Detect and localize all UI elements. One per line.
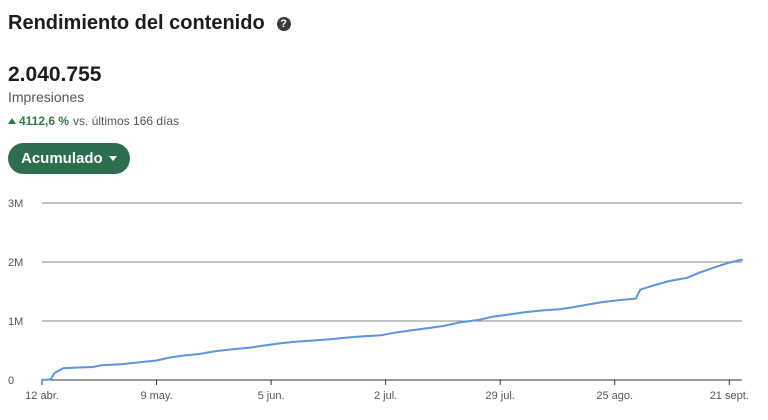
x-tick-label: 21 sept. — [710, 390, 749, 402]
section-title: Rendimiento del contenido — [8, 12, 265, 34]
accumulated-dropdown[interactable]: Acumulado — [8, 143, 130, 174]
change-value: 4112,6 % — [19, 114, 70, 128]
triangle-up-icon — [8, 118, 16, 124]
x-tick-label: 29 jul. — [486, 390, 515, 402]
section-header: Rendimiento del contenido ? — [8, 12, 291, 35]
y-tick-label: 2M — [8, 257, 23, 269]
x-tick-label: 12 abr. — [25, 390, 59, 402]
impressions-value: 2.040.755 — [8, 63, 102, 86]
series-line — [41, 258, 743, 381]
dropdown-label: Acumulado — [21, 150, 103, 167]
change-text: vs. últimos 166 días — [73, 114, 180, 128]
change-indicator: 4112,6 % vs. últimos 166 días — [8, 114, 179, 128]
x-tick-label: 9 may. — [140, 390, 172, 402]
y-tick-label: 0 — [8, 375, 14, 387]
x-tick-label: 2 jul. — [374, 390, 397, 402]
x-tick-label: 25 ago. — [596, 390, 633, 402]
y-tick-label: 3M — [8, 198, 23, 210]
y-tick-label: 1M — [8, 316, 23, 328]
x-tick-label: 5 jun. — [258, 390, 285, 402]
impressions-label: Impresiones — [8, 89, 85, 105]
help-icon[interactable]: ? — [276, 16, 291, 31]
chevron-down-icon — [108, 156, 117, 161]
